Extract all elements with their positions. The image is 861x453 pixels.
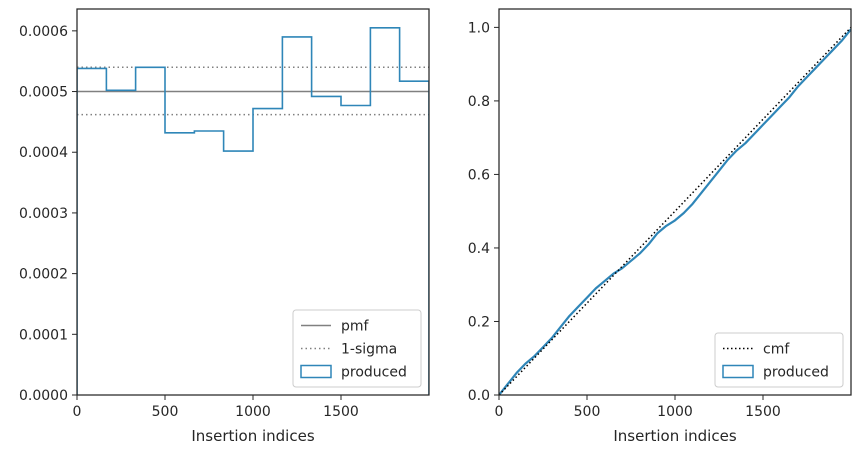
y-tick-label: 0.0001 (19, 327, 68, 343)
y-tick-label: 0.6 (468, 167, 490, 183)
y-tick-label: 0.0006 (19, 24, 68, 40)
legend-box (714, 332, 844, 388)
y-tick-label: 0.0003 (19, 206, 68, 222)
plot-area (499, 26, 851, 395)
left-histogram-panel: 0 500 1000 1500 0.0000 0.0001 0.0002 0.0003 0.00… (19, 8, 430, 445)
x-tick-label: 0 (73, 404, 82, 420)
legend-label-produced: produced (341, 365, 407, 381)
produced-cdf-line (499, 28, 851, 395)
x-tick-label: 1000 (657, 404, 693, 420)
x-tick-label: 500 (574, 404, 601, 420)
x-axis-label: Insertion indices (191, 427, 314, 445)
produced-histogram (77, 27, 429, 395)
x-axis-label: Insertion indices (613, 427, 736, 445)
y-tick-label: 0.0004 (19, 145, 68, 161)
x-tick-label: 1000 (235, 404, 271, 420)
legend: cmf produced (714, 332, 844, 388)
y-tick-label: 0.0000 (19, 388, 68, 404)
x-tick-label: 1500 (323, 404, 359, 420)
x-tick-label: 1500 (745, 404, 781, 420)
y-tick-label: 0.0 (468, 388, 490, 404)
legend-label-sigma: 1-sigma (341, 342, 397, 358)
x-tick-label: 0 (495, 404, 504, 420)
cmf-line (499, 26, 851, 395)
y-tick-label: 1.0 (468, 20, 490, 36)
y-tick-label: 0.2 (468, 314, 490, 330)
x-tick-label: 500 (152, 404, 179, 420)
y-tick-label: 0.8 (468, 94, 490, 110)
y-tick-label: 0.4 (468, 241, 490, 257)
legend-label-pmf: pmf (341, 319, 370, 335)
legend-handle-produced (300, 364, 332, 379)
legend-label-cmf: cmf (763, 342, 790, 358)
legend-handle-produced (722, 364, 754, 379)
y-tick-label: 0.0005 (19, 85, 68, 101)
y-tick-label: 0.0002 (19, 267, 68, 283)
legend-label-produced: produced (763, 365, 829, 381)
legend: pmf 1-sigma produced (292, 309, 422, 388)
legend-box (292, 309, 422, 388)
right-cmf-panel: 0 500 1000 1500 0.0 0.2 0.4 0.6 0.8 1.0 Insertion … (468, 8, 852, 445)
plot-area (77, 27, 429, 395)
